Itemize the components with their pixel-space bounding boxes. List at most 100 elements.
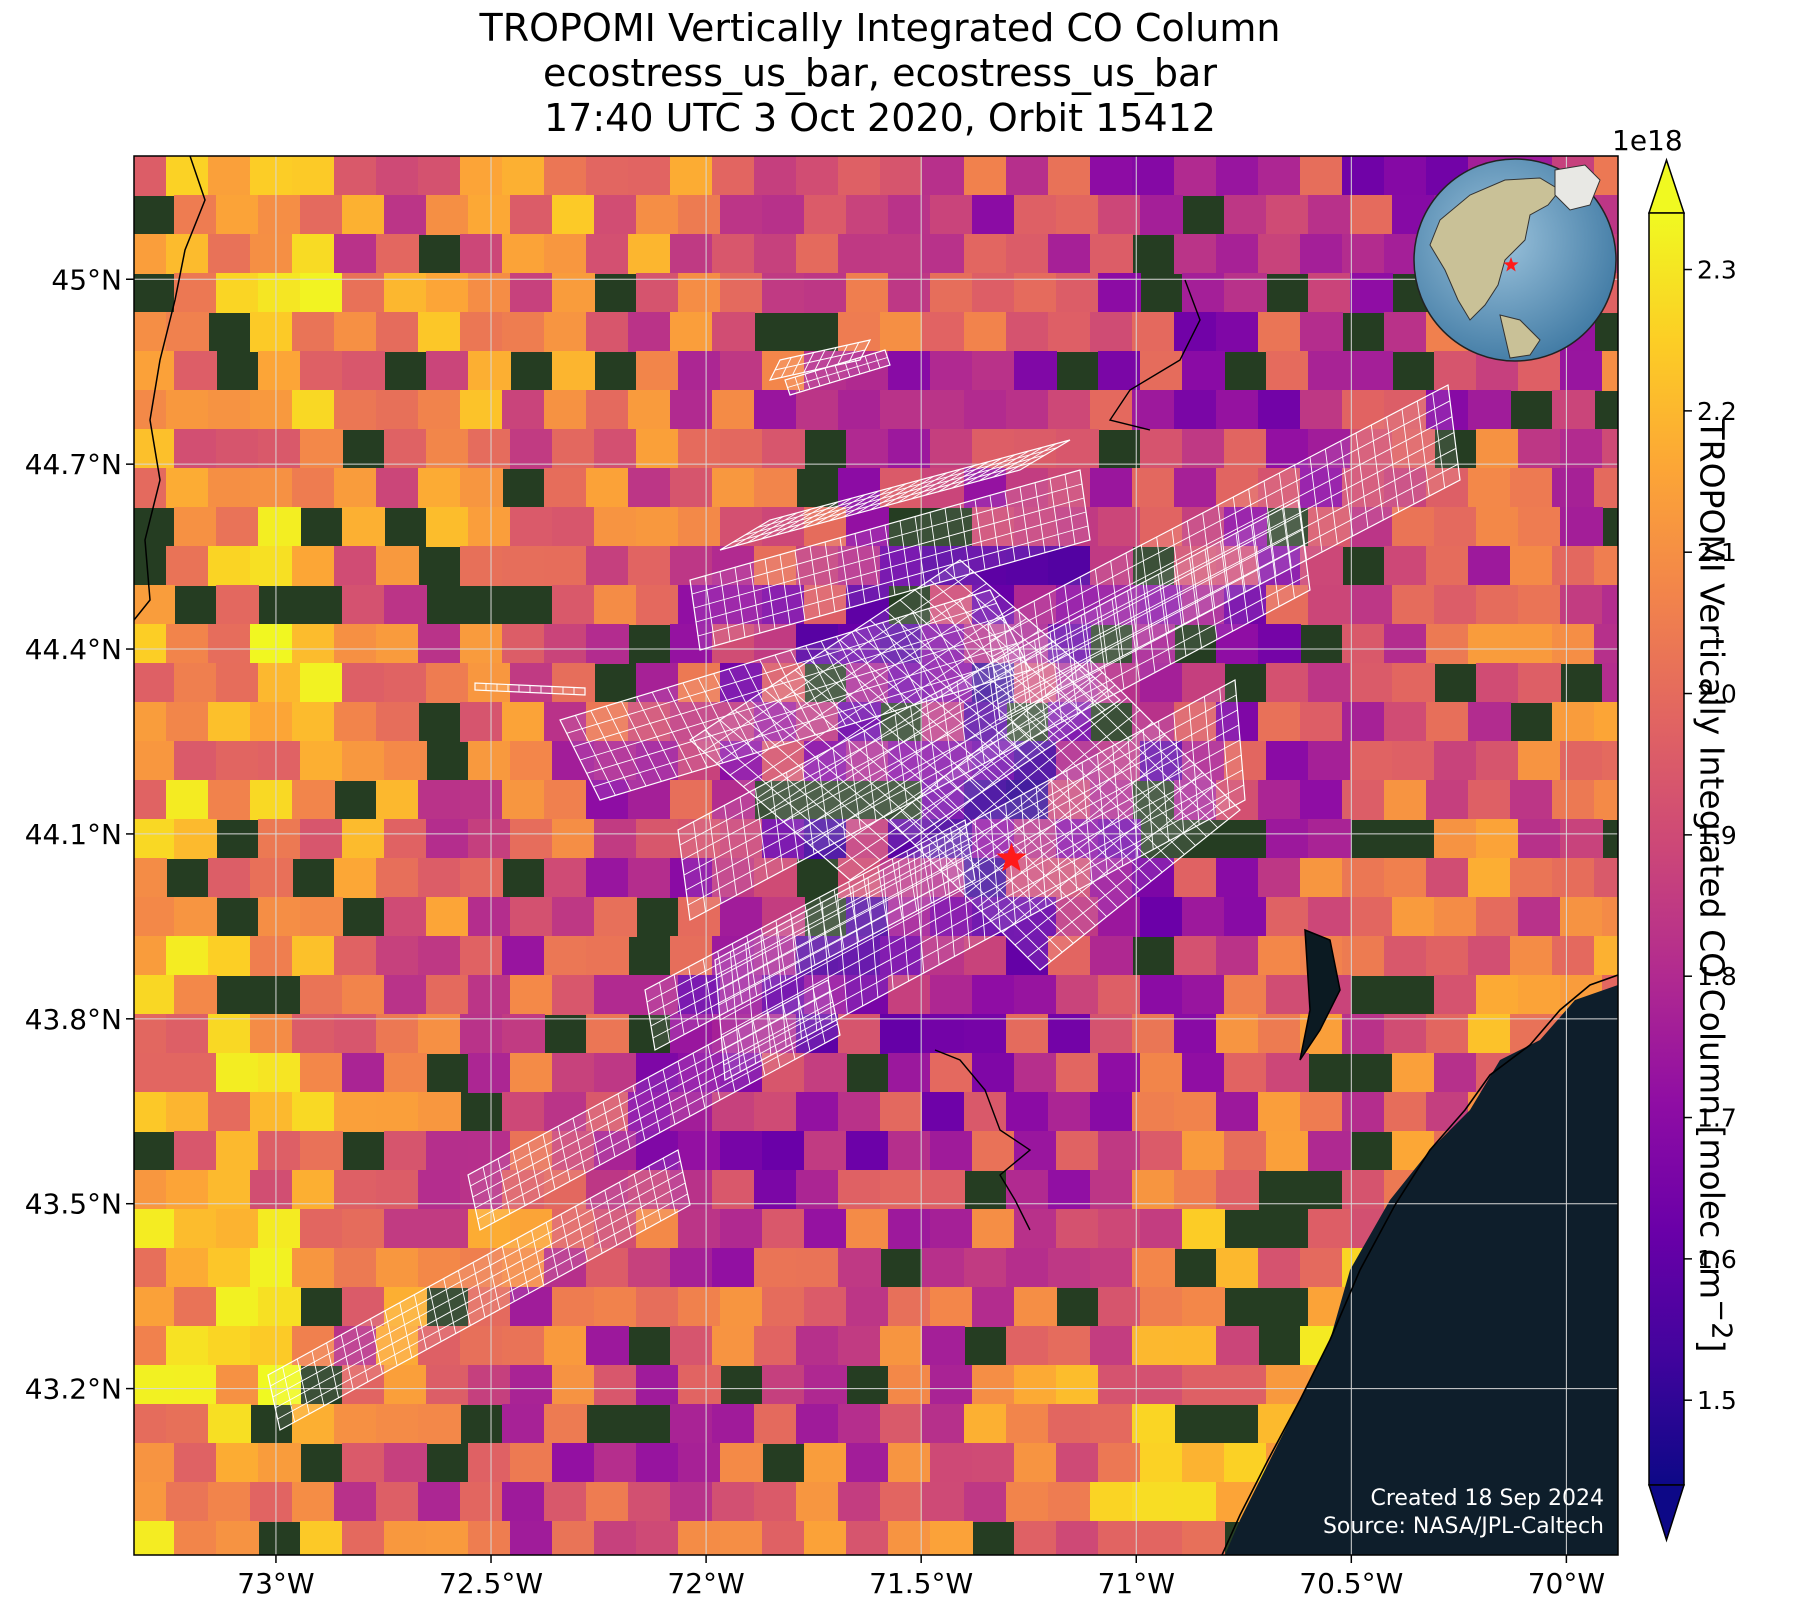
co-pixel xyxy=(544,702,587,742)
co-pixel xyxy=(334,1014,377,1054)
co-pixel xyxy=(258,819,301,859)
co-pixel xyxy=(880,156,923,196)
co-pixel xyxy=(1224,429,1267,469)
co-pixel xyxy=(134,156,167,196)
co-pixel xyxy=(1518,429,1561,469)
co-pixel xyxy=(208,546,251,586)
co-pixel xyxy=(1174,468,1217,508)
co-pixel xyxy=(1392,741,1435,781)
co-pixel xyxy=(1560,897,1603,937)
co-pixel xyxy=(216,507,259,547)
co-pixel xyxy=(846,1521,889,1555)
co-pixel xyxy=(1098,975,1141,1015)
co-pixel xyxy=(510,975,553,1015)
co-pixel xyxy=(1132,1326,1175,1366)
co-pixel xyxy=(1560,819,1603,859)
scene-grid-line xyxy=(756,617,1027,799)
co-pixel xyxy=(1216,1014,1259,1054)
co-pixel xyxy=(1392,1053,1435,1093)
co-pixel xyxy=(544,858,587,898)
co-pixel xyxy=(1350,507,1393,547)
co-pixel xyxy=(134,234,167,274)
scene-grid-line xyxy=(974,499,986,570)
scene-grid-line xyxy=(707,1044,721,1101)
co-pixel xyxy=(1476,429,1519,469)
co-pixel xyxy=(1384,312,1427,352)
co-pixel xyxy=(972,1131,1015,1171)
co-pixel xyxy=(384,585,427,625)
co-pixel xyxy=(594,585,637,625)
co-pixel xyxy=(1518,741,1561,781)
scene-grid-line xyxy=(501,1246,515,1302)
co-pixel xyxy=(804,1053,847,1093)
co-pixel xyxy=(468,819,511,859)
co-pixel xyxy=(468,741,511,781)
co-pixel xyxy=(1048,234,1091,274)
co-pixel xyxy=(134,312,167,352)
co-pixel xyxy=(544,624,587,664)
co-pixel xyxy=(300,1053,343,1093)
co-pixel xyxy=(796,1560,839,1600)
co-pixel xyxy=(712,1326,755,1366)
co-pixel xyxy=(1342,1014,1385,1054)
co-pixel xyxy=(678,1365,721,1405)
co-pixel xyxy=(838,1248,881,1288)
co-pixel xyxy=(930,351,973,391)
co-pixel xyxy=(1224,507,1267,547)
scene-grid-line xyxy=(472,1001,834,1198)
scene-grid-line xyxy=(716,582,987,764)
co-pixel xyxy=(1392,663,1435,703)
co-pixel xyxy=(418,1404,461,1444)
co-pixel xyxy=(384,195,427,235)
co-pixel xyxy=(426,1131,469,1171)
co-pixel xyxy=(1342,390,1385,430)
co-pixel xyxy=(1090,1014,1133,1054)
scene-grid-line xyxy=(282,1366,296,1423)
co-pixel xyxy=(1602,585,1618,625)
co-pixel xyxy=(762,1287,805,1327)
co-pixel xyxy=(1258,156,1301,196)
co-pixel xyxy=(134,1443,175,1483)
co-pixel xyxy=(552,507,595,547)
scene-grid-line xyxy=(681,529,1303,861)
co-pixel xyxy=(796,156,839,196)
co-pixel xyxy=(1048,546,1091,586)
co-pixel xyxy=(846,1131,889,1171)
co-pixel xyxy=(166,1404,209,1444)
co-pixel xyxy=(216,663,259,703)
scene-grid-line xyxy=(662,1069,676,1125)
ecostress-scene xyxy=(467,979,841,1231)
scene-grid-line xyxy=(757,447,1058,528)
co-pixel xyxy=(376,858,419,898)
globe-north-america-land xyxy=(1429,177,1561,321)
co-pixel xyxy=(460,936,503,976)
co-pixel xyxy=(166,780,209,820)
co-pixel xyxy=(258,1209,301,1249)
co-pixel xyxy=(804,741,847,781)
co-pixel xyxy=(880,234,923,274)
co-pixel xyxy=(468,351,511,391)
river-outline xyxy=(1108,279,1201,431)
co-pixel xyxy=(208,1326,251,1366)
scene-grid-line xyxy=(470,990,831,1187)
co-pixel xyxy=(174,1053,217,1093)
co-pixel xyxy=(342,1443,385,1483)
co-pixel xyxy=(804,1131,847,1171)
co-pixel xyxy=(754,234,797,274)
co-pixel xyxy=(334,156,377,196)
scene-grid-line xyxy=(677,1061,691,1117)
co-pixel xyxy=(1308,351,1351,391)
co-pixel xyxy=(460,1326,503,1366)
co-pixel xyxy=(838,468,881,508)
co-pixel xyxy=(754,624,797,664)
co-pixel xyxy=(208,858,251,898)
co-pixel xyxy=(712,156,755,196)
co-pixel xyxy=(216,1443,259,1483)
co-pixel xyxy=(250,936,293,976)
co-pixel xyxy=(174,663,217,703)
co-pixel xyxy=(216,429,259,469)
co-pixel xyxy=(1132,468,1175,508)
scene-grid-line xyxy=(779,554,791,625)
co-pixel xyxy=(460,780,503,820)
co-pixel xyxy=(880,546,923,586)
